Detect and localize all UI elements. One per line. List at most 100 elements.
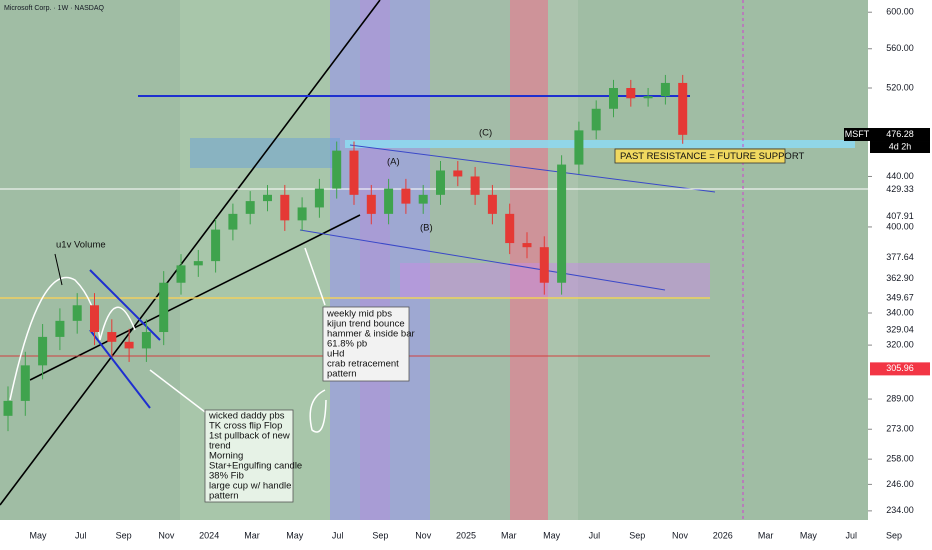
arrow xyxy=(54,253,63,286)
candle-body xyxy=(297,207,307,221)
time-axis xyxy=(0,520,868,550)
note-line: pattern xyxy=(209,491,239,502)
note-line: pattern xyxy=(327,369,357,380)
x-tick-label: 2026 xyxy=(713,530,733,540)
note-line: 38% Fib xyxy=(209,471,244,482)
zone xyxy=(0,0,180,520)
candle-body xyxy=(453,170,463,177)
annotation: u1v Volume xyxy=(56,240,106,251)
zone xyxy=(430,0,510,520)
candle-body xyxy=(557,164,567,283)
candle-body xyxy=(55,320,65,337)
price-label-bg xyxy=(870,323,930,337)
candle-body xyxy=(384,188,394,214)
candle-body xyxy=(332,150,342,189)
symbol-label: MSFT xyxy=(845,129,870,139)
x-tick-label: Jul xyxy=(589,530,601,540)
price-label-bg xyxy=(870,291,930,305)
y-tick-label: 320.00 xyxy=(886,339,914,349)
trend-line xyxy=(299,229,666,291)
hand-drawing xyxy=(309,389,327,433)
candle-body xyxy=(660,82,670,97)
arrow xyxy=(149,369,206,413)
y-tick-label: 560.00 xyxy=(886,43,914,53)
note-box xyxy=(204,409,294,503)
price-label-bg xyxy=(870,271,930,285)
zones xyxy=(0,0,868,520)
x-tick-label: Mar xyxy=(501,530,517,540)
candle-body xyxy=(211,229,221,262)
x-tick-label: 2024 xyxy=(199,530,219,540)
zone xyxy=(345,140,855,148)
price-label-bg xyxy=(870,362,930,376)
x-tick-label: Mar xyxy=(758,530,774,540)
note-line: Star+Engulfing candle xyxy=(209,461,302,472)
x-tick-label: Sep xyxy=(629,530,645,540)
arrow xyxy=(304,247,326,306)
candle-body xyxy=(245,201,255,214)
candle-body xyxy=(418,194,428,204)
price-label: 349.67 xyxy=(886,293,914,303)
y-tick-label: 440.00 xyxy=(886,171,914,181)
x-tick-label: Mar xyxy=(244,530,260,540)
candle-body xyxy=(228,213,238,230)
countdown: 4d 2h xyxy=(889,141,912,151)
y-tick-label: 340.00 xyxy=(886,307,914,317)
annotation: (A) xyxy=(387,157,400,168)
annotation: (B) xyxy=(420,223,433,234)
chart-title: Microsoft Corp. · 1W · NASDAQ xyxy=(4,5,105,12)
candle-body xyxy=(20,365,30,401)
x-tick-label: May xyxy=(800,530,818,540)
candle-body xyxy=(609,87,618,109)
price-label-bg xyxy=(870,210,930,224)
price-label: 407.91 xyxy=(886,211,914,221)
y-tick-label: 273.00 xyxy=(886,424,914,434)
candle-body xyxy=(470,176,480,195)
note-line: large cup w/ handle xyxy=(209,481,291,492)
price-label: 305.96 xyxy=(886,363,914,373)
annotation: (C) xyxy=(479,128,492,139)
note-box xyxy=(322,306,410,382)
candle-body xyxy=(90,305,99,333)
x-tick-label: May xyxy=(29,530,47,540)
y-tick-label: 289.00 xyxy=(886,393,914,403)
x-tick-label: Nov xyxy=(672,530,689,540)
x-tick-label: Jul xyxy=(845,530,857,540)
symbol-bg xyxy=(844,128,870,142)
candle-body xyxy=(505,213,515,244)
cup-drawing xyxy=(9,276,136,401)
note-line: crab retracement xyxy=(327,359,399,370)
y-tick-label: 400.00 xyxy=(886,221,914,231)
candle-body xyxy=(72,305,82,321)
price-label: 362.90 xyxy=(886,273,914,283)
x-tick-label: Sep xyxy=(372,530,388,540)
candle-body xyxy=(107,332,117,342)
candle-body xyxy=(3,400,13,416)
drawings xyxy=(0,0,868,520)
candle-body xyxy=(366,194,376,214)
candle-body xyxy=(38,336,48,366)
candle-body xyxy=(263,194,272,202)
note-line: trend xyxy=(209,441,231,452)
candle-body xyxy=(349,150,359,195)
x-tick-label: Nov xyxy=(158,530,175,540)
candle-body xyxy=(626,87,636,99)
zone xyxy=(578,0,868,520)
candle-body xyxy=(487,194,497,214)
price-label-bg xyxy=(870,128,930,142)
candle-body xyxy=(280,194,290,221)
y-tick-label: 246.00 xyxy=(886,479,914,489)
x-tick-label: May xyxy=(543,530,561,540)
candle-body xyxy=(159,282,169,333)
note-line: TK cross flip Flop xyxy=(209,421,282,432)
channel-line xyxy=(89,329,151,409)
y-tick-label: 258.00 xyxy=(886,454,914,464)
candle-body xyxy=(539,247,549,283)
candle-body xyxy=(176,265,186,283)
x-tick-label: Jul xyxy=(332,530,344,540)
zone xyxy=(360,0,390,520)
annotation: PAST RESISTANCE = FUTURE SUPPORT xyxy=(620,151,805,162)
candle-body xyxy=(522,243,532,248)
candle-body xyxy=(193,261,203,266)
